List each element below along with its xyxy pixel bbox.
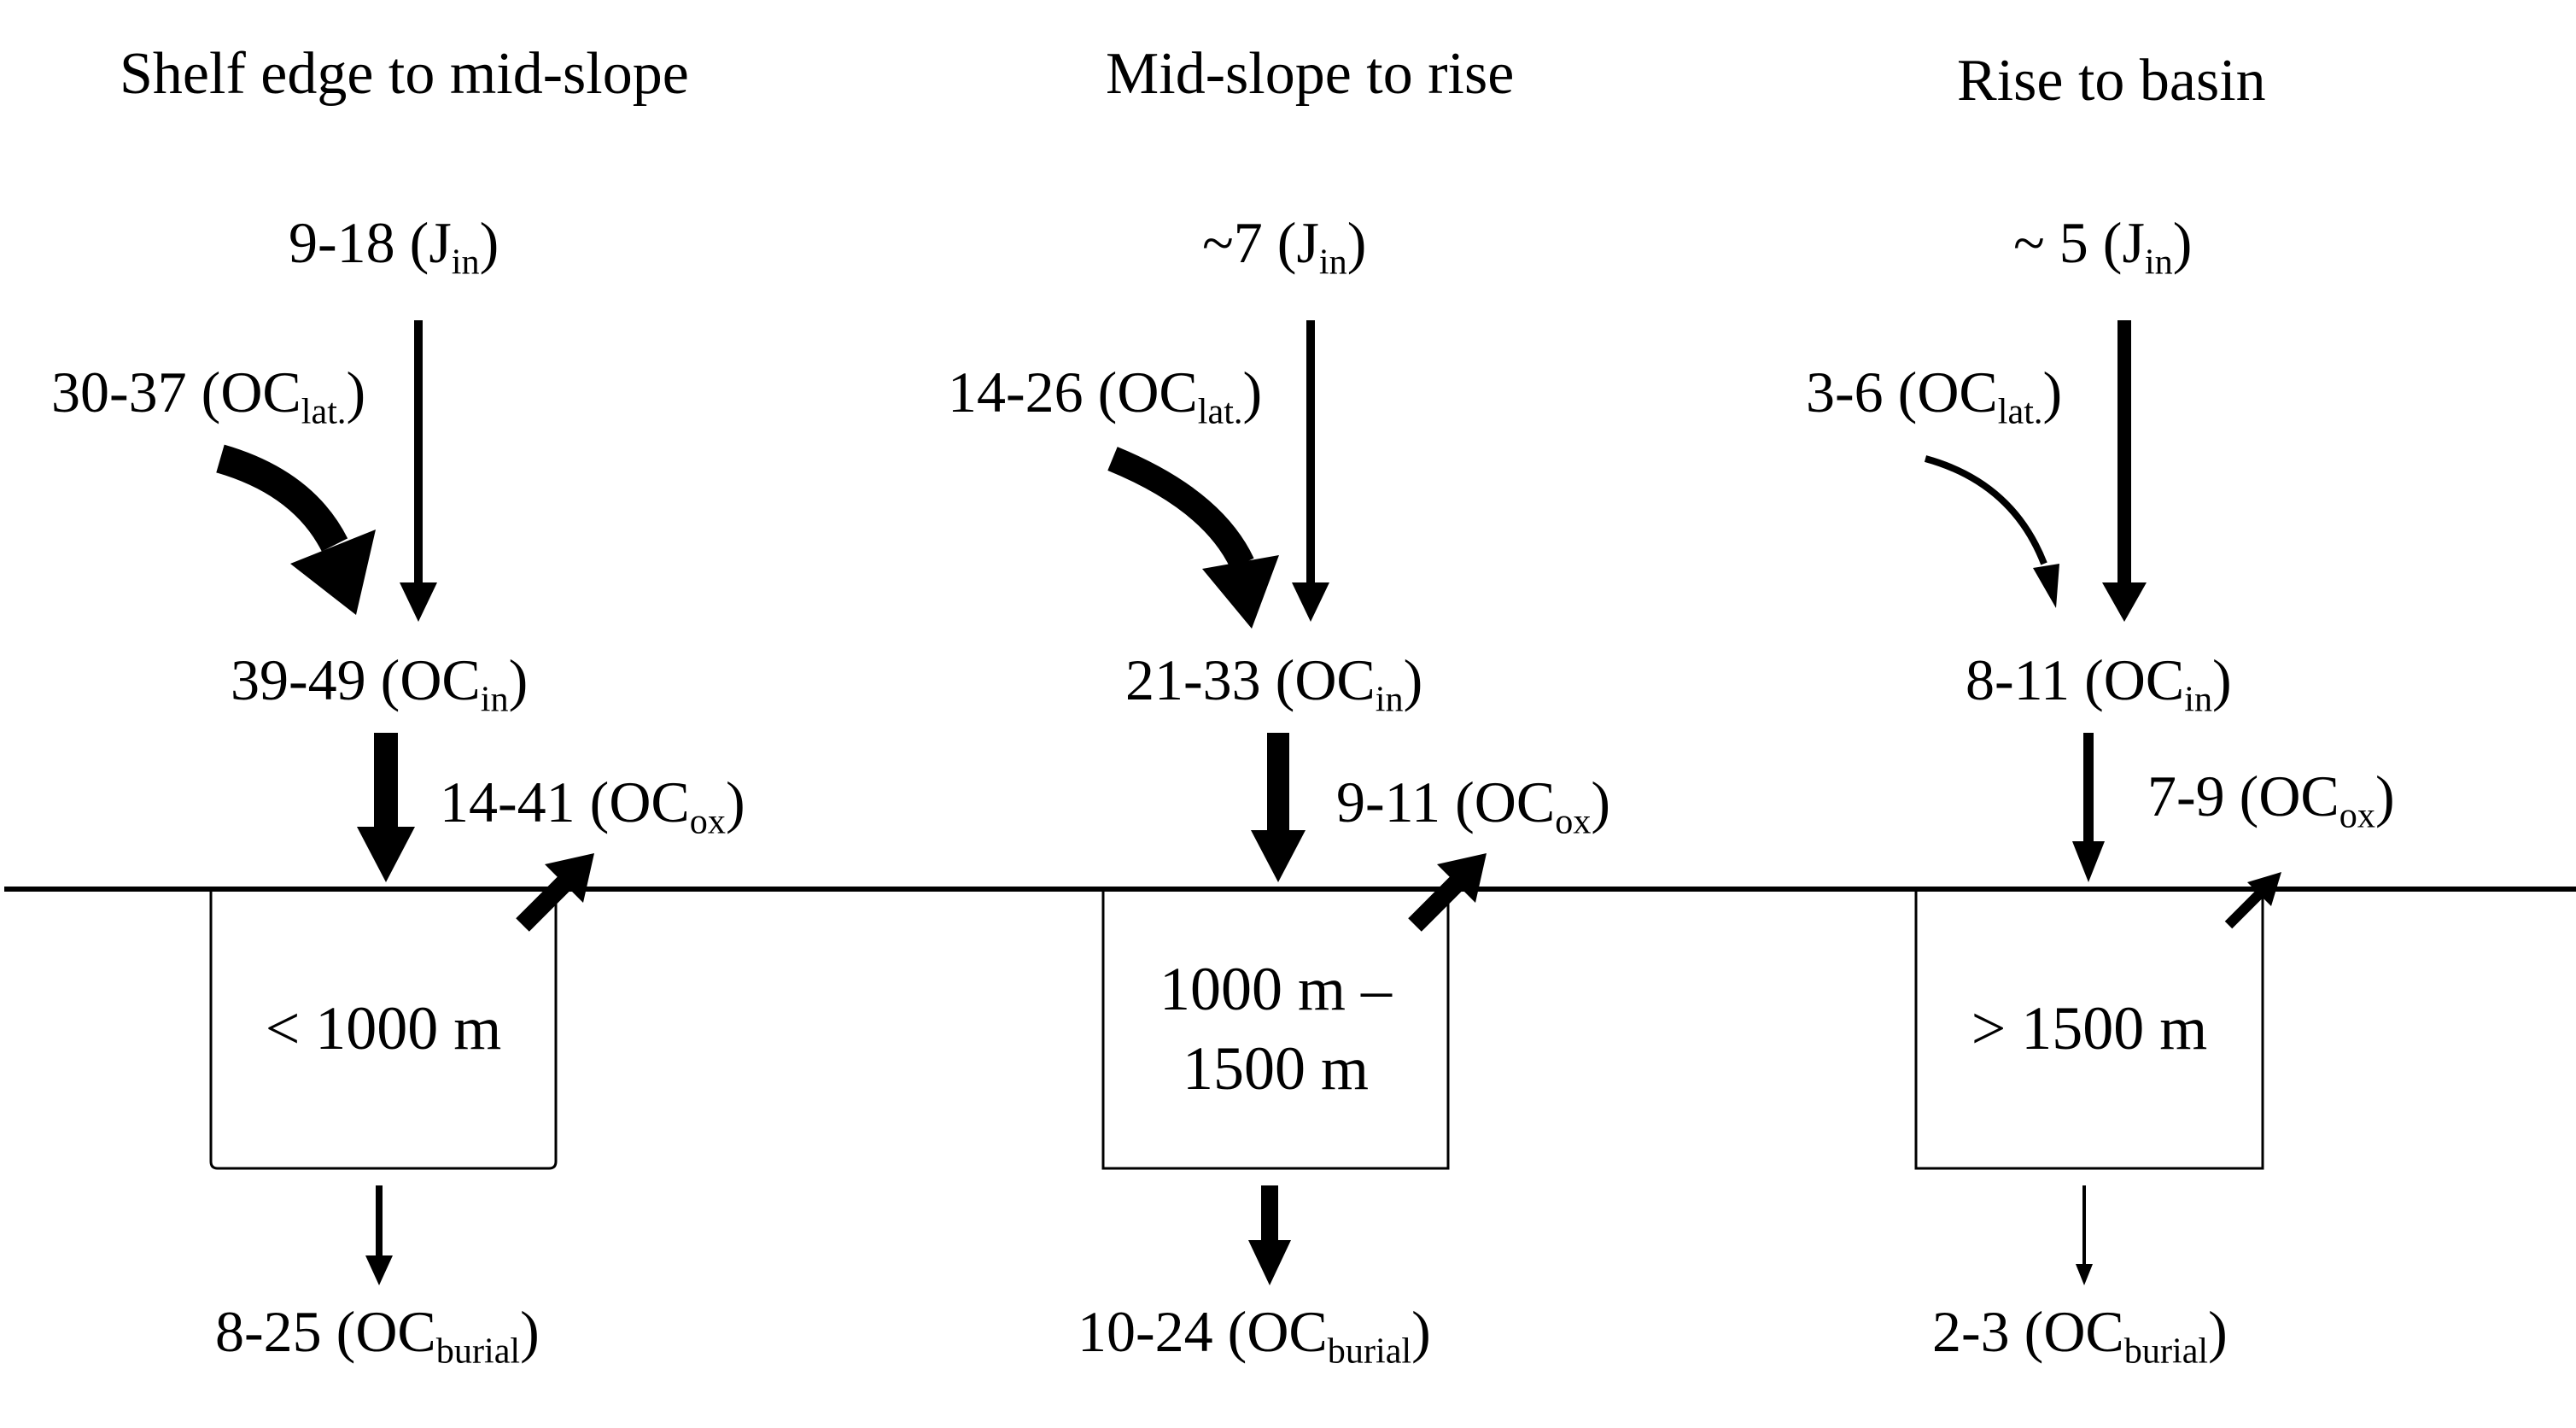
j-in-label-3: ~ 5 (Jin) xyxy=(2013,210,2193,283)
depth-box-3 xyxy=(1914,889,2264,1170)
oc-ox-label-1: 14-41 (OCox) xyxy=(440,770,745,842)
oc-lat-arrow-2 xyxy=(1107,447,1279,629)
oc-ox-arrow-1 xyxy=(516,853,594,932)
depth-label-1: < 1000 m xyxy=(265,994,502,1063)
j-in-arrow-1 xyxy=(400,320,437,622)
oc-ox-label-2: 9-11 (OCox) xyxy=(1336,770,1611,842)
oc-burial-arrow-3 xyxy=(2076,1185,2093,1285)
oc-lat-label-1: 30-37 (OClat.) xyxy=(51,360,366,432)
depth-label-3: > 1500 m xyxy=(1971,994,2208,1063)
oc-lat-arrow-1 xyxy=(216,444,376,615)
oc-lat-label-3: 3-6 (OClat.) xyxy=(1806,360,2063,432)
oc-in-label-3: 8-11 (OCin) xyxy=(1966,647,2232,720)
j-in-arrow-2 xyxy=(1292,320,1329,622)
oc-in-label-1: 39-49 (OCin) xyxy=(231,647,529,720)
j-in-label-1: 9-18 (Jin) xyxy=(289,210,499,283)
oc-in-arrow-1 xyxy=(357,733,415,882)
oc-burial-arrow-1 xyxy=(365,1185,393,1285)
oc-lat-arrow-3 xyxy=(1924,455,2059,608)
oc-lat-label-2: 14-26 (OClat.) xyxy=(948,360,1263,432)
oc-ox-label-3: 7-9 (OCox) xyxy=(2147,764,2395,836)
oc-burial-arrow-2 xyxy=(1248,1185,1291,1285)
depth-label-2: 1000 m – 1500 m xyxy=(1159,955,1392,1103)
oc-ox-arrow-2 xyxy=(1408,853,1487,932)
oc-burial-label-1: 8-25 (OCburial) xyxy=(215,1299,540,1372)
oc-burial-label-3: 2-3 (OCburial) xyxy=(1932,1299,2228,1372)
column-title-3: Rise to basin xyxy=(1957,48,2266,114)
j-in-label-2: ~7 (Jin) xyxy=(1202,210,1367,283)
column-title-1: Shelf edge to mid-slope xyxy=(120,41,689,107)
j-in-arrow-3 xyxy=(2102,320,2147,622)
depth-box-1 xyxy=(209,889,558,1170)
oc-burial-label-2: 10-24 (OCburial) xyxy=(1078,1299,1431,1372)
column-title-2: Mid-slope to rise xyxy=(1106,41,1515,107)
oc-in-arrow-2 xyxy=(1251,733,1306,882)
oc-ox-arrow-3 xyxy=(2224,872,2281,929)
depth-box-2 xyxy=(1101,889,1450,1170)
oc-in-arrow-3 xyxy=(2072,733,2105,882)
oc-in-label-2: 21-33 (OCin) xyxy=(1125,647,1423,720)
